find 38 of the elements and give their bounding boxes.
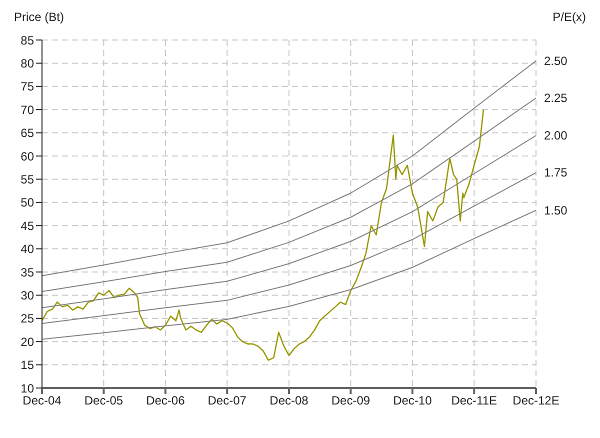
text: P/E(x) <box>552 10 586 24</box>
y-tick-label: 70 <box>20 102 34 117</box>
y-axis-title: Price (Bt) <box>14 10 64 24</box>
y-tick-label: 35 <box>20 265 34 280</box>
y-tick-label: 25 <box>20 312 34 326</box>
line-series <box>42 108 484 361</box>
x-tick-label: Dec-11E <box>451 394 498 408</box>
line-series <box>42 98 536 292</box>
y-tick-label: 20 <box>20 334 34 349</box>
series-label: 1.75 <box>544 166 568 180</box>
line-series <box>42 60 536 276</box>
line-series <box>42 135 536 308</box>
y-tick-label: 15 <box>20 358 34 372</box>
y-tick-label: 75 <box>20 80 34 94</box>
x-tick-label: Dec-09 <box>331 394 370 408</box>
y-tick-label: 60 <box>20 149 34 164</box>
y-tick-label: 80 <box>20 56 34 70</box>
x-tick-label: Dec-10 <box>393 394 432 408</box>
line-series <box>42 210 536 340</box>
x-tick-label: Dec-07 <box>208 394 247 408</box>
x-tick-label: Dec-06 <box>146 394 186 408</box>
series-label: 2.25 <box>544 91 568 105</box>
x-tick-label: Dec-04 <box>22 394 62 408</box>
y-tick-label: 55 <box>20 172 34 186</box>
x-tick-label: Dec-08 <box>270 394 309 408</box>
x-tick-label: Dec-12E <box>512 394 560 408</box>
series-label: 2.50 <box>544 54 568 68</box>
y-tick-label: 50 <box>20 196 34 210</box>
y-tick-label: 10 <box>20 381 34 396</box>
series-label: 1.50 <box>544 203 568 218</box>
y-tick-label: 30 <box>20 288 34 302</box>
x-tick-label: Dec-05 <box>84 394 124 408</box>
series-label: 2.00 <box>544 128 568 143</box>
line-series <box>42 172 536 324</box>
y-tick-label: 65 <box>20 126 34 140</box>
y-tick-label: 40 <box>20 242 34 256</box>
y-tick-label: 85 <box>20 33 34 48</box>
y-tick-label: 45 <box>20 218 34 233</box>
